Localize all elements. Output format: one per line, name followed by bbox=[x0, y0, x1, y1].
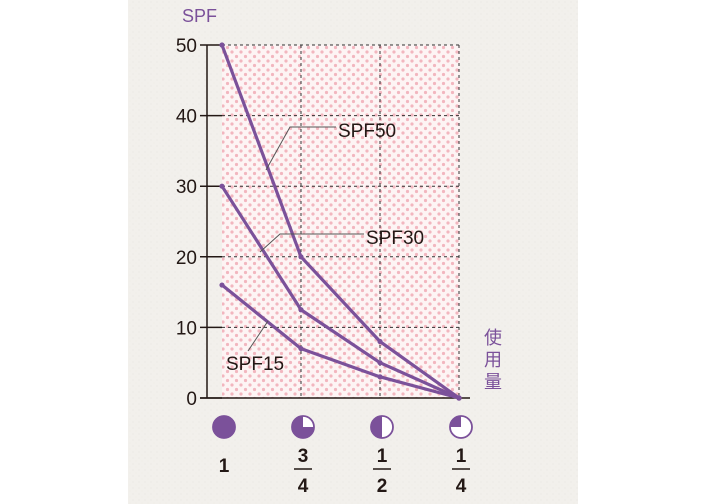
y-tick-label: 0 bbox=[186, 389, 197, 410]
x-category-numerator: 1 bbox=[456, 446, 467, 467]
y-tick-label: 10 bbox=[176, 318, 197, 339]
amount-icon bbox=[449, 415, 473, 439]
x-axis-title-char: 量 bbox=[484, 372, 502, 393]
axes bbox=[200, 44, 470, 399]
data-point bbox=[219, 282, 225, 288]
x-axis-title: 使用量 bbox=[484, 328, 502, 393]
y-tick-label: 20 bbox=[176, 248, 197, 269]
x-category-denominator: 2 bbox=[377, 476, 388, 497]
series-label-leader bbox=[247, 320, 269, 352]
series-line-spf50 bbox=[220, 44, 460, 400]
series-label-spf50: SPF50 bbox=[338, 121, 396, 142]
x-axis-title-char: 使 bbox=[484, 328, 502, 349]
y-tick-label: 30 bbox=[176, 177, 197, 198]
amount-icon-fill bbox=[371, 416, 382, 438]
amount-icon bbox=[212, 415, 236, 439]
x-category-numerator: 1 bbox=[219, 456, 230, 477]
x-category-denominator: 4 bbox=[456, 476, 467, 497]
series-labels: SPF50 SPF30 SPF15 bbox=[226, 121, 424, 375]
data-point bbox=[456, 395, 462, 401]
data-point bbox=[377, 374, 383, 380]
data-point bbox=[219, 183, 225, 189]
data-point bbox=[298, 254, 304, 260]
data-point bbox=[219, 42, 225, 48]
y-tick-label: 50 bbox=[176, 36, 197, 57]
y-tick-label: 40 bbox=[176, 107, 197, 128]
series-label-spf30: SPF30 bbox=[366, 228, 424, 249]
data-point bbox=[377, 338, 383, 345]
y-axis-title: SPF bbox=[182, 6, 217, 26]
x-category-denominator: 4 bbox=[298, 476, 309, 497]
series-label-leader bbox=[259, 233, 364, 253]
data-point bbox=[298, 345, 304, 352]
series-label-leader bbox=[265, 126, 336, 171]
x-category-labels: 1 3 4 1 2 1 4 bbox=[212, 415, 473, 497]
x-category-numerator: 3 bbox=[298, 446, 309, 467]
plot-area bbox=[222, 45, 460, 398]
y-tick-labels: 0 10 20 30 40 50 bbox=[176, 36, 197, 410]
amount-icon-fill bbox=[450, 416, 461, 427]
amount-icon bbox=[291, 415, 315, 439]
series-label-spf15: SPF15 bbox=[226, 354, 284, 375]
x-axis-title-char: 用 bbox=[484, 350, 502, 371]
amount-icon bbox=[370, 415, 394, 439]
series-line-spf30 bbox=[220, 185, 460, 400]
series-lines bbox=[219, 42, 462, 401]
series-line-spf15 bbox=[220, 283, 460, 400]
amount-icon-fill bbox=[213, 416, 235, 438]
amount-icon-fill bbox=[292, 416, 314, 438]
x-category-numerator: 1 bbox=[377, 446, 388, 467]
data-point bbox=[377, 360, 383, 366]
data-point bbox=[298, 307, 304, 313]
